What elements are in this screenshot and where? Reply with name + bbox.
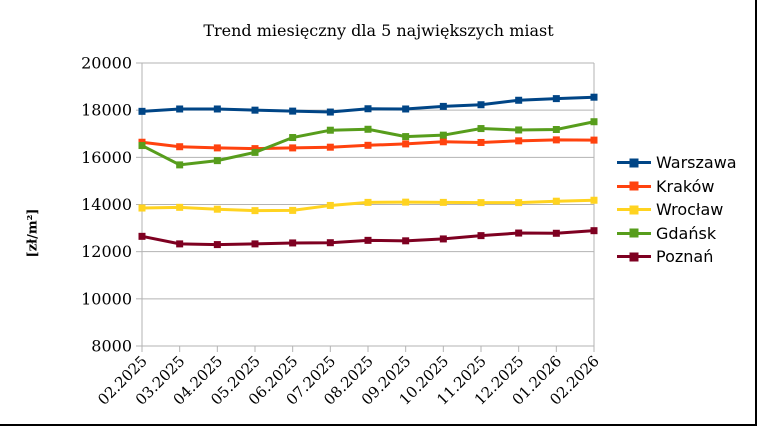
data-point-gdansk [138, 142, 146, 150]
data-point-warszawa [439, 102, 447, 110]
data-point-krakow [289, 144, 297, 152]
data-point-warszawa [176, 105, 184, 113]
legend-square-icon [629, 205, 639, 215]
data-point-warszawa [326, 108, 334, 116]
data-point-poznan [515, 229, 523, 237]
data-point-wroclaw [552, 197, 560, 205]
legend-item-warszawa: Warszawa [617, 151, 737, 175]
data-point-warszawa [138, 107, 146, 115]
legend-square-icon [629, 252, 639, 262]
data-point-krakow [477, 138, 485, 146]
legend-square-icon [629, 228, 639, 238]
data-point-poznan [251, 240, 259, 248]
data-point-poznan [138, 232, 146, 240]
y-tick-label: 18000 [81, 101, 132, 120]
data-point-warszawa [515, 96, 523, 104]
data-point-gdansk [251, 148, 259, 156]
data-point-gdansk [176, 161, 184, 169]
data-point-wroclaw [251, 207, 259, 215]
data-point-poznan [552, 229, 560, 237]
data-point-warszawa [213, 105, 221, 113]
legend-label: Kraków [656, 176, 715, 196]
legend-square-icon [629, 181, 639, 191]
data-point-gdansk [213, 157, 221, 165]
data-point-krakow [515, 137, 523, 145]
legend-marker-icon [617, 158, 651, 168]
data-point-wroclaw [439, 198, 447, 206]
data-point-wroclaw [590, 196, 598, 204]
data-point-wroclaw [213, 205, 221, 213]
legend-square-icon [629, 158, 639, 168]
legend-label: Warszawa [656, 153, 737, 173]
data-point-gdansk [364, 125, 372, 133]
data-point-poznan [326, 239, 334, 247]
data-point-warszawa [477, 101, 485, 109]
data-point-wroclaw [326, 201, 334, 209]
data-point-gdansk [515, 126, 523, 134]
legend-label: Wrocław [656, 200, 724, 220]
data-point-gdansk [439, 131, 447, 139]
chart-legend: Warszawa Kraków Wrocław Gdańsk Poznań [617, 151, 737, 269]
chart-title: Trend miesięczny dla 5 największych mias… [203, 21, 554, 40]
data-point-poznan [176, 240, 184, 248]
legend-marker-icon [617, 252, 651, 262]
data-point-wroclaw [402, 198, 410, 206]
data-point-krakow [364, 141, 372, 149]
data-point-gdansk [402, 133, 410, 141]
data-point-poznan [364, 236, 372, 244]
data-point-wroclaw [176, 203, 184, 211]
data-point-krakow [552, 136, 560, 144]
data-point-wroclaw [138, 204, 146, 212]
legend-label: Gdańsk [656, 223, 717, 243]
legend-item-wroclaw: Wrocław [617, 198, 737, 222]
y-tick-label: 16000 [81, 148, 132, 167]
data-point-wroclaw [477, 199, 485, 207]
y-tick-label: 12000 [81, 242, 132, 261]
data-point-krakow [326, 143, 334, 151]
y-tick-label: 8000 [91, 337, 132, 356]
data-point-warszawa [364, 105, 372, 113]
data-point-wroclaw [364, 198, 372, 206]
data-point-gdansk [289, 134, 297, 142]
data-point-warszawa [552, 95, 560, 103]
data-point-krakow [251, 145, 259, 153]
data-point-krakow [176, 143, 184, 151]
data-point-krakow [213, 144, 221, 152]
data-point-krakow [402, 140, 410, 148]
data-point-gdansk [590, 118, 598, 126]
data-point-gdansk [477, 125, 485, 133]
data-point-warszawa [590, 93, 598, 101]
data-point-warszawa [251, 106, 259, 114]
data-point-krakow [590, 136, 598, 144]
data-point-poznan [477, 232, 485, 240]
data-point-warszawa [289, 107, 297, 115]
data-point-poznan [439, 235, 447, 243]
legend-label: Poznań [656, 247, 714, 267]
data-point-gdansk [552, 126, 560, 134]
legend-marker-icon [617, 205, 651, 215]
data-point-gdansk [326, 126, 334, 134]
legend-item-poznan: Poznań [617, 245, 737, 269]
data-point-poznan [402, 237, 410, 245]
y-tick-label: 10000 [81, 289, 132, 308]
data-point-poznan [213, 241, 221, 249]
legend-item-gdansk: Gdańsk [617, 222, 737, 246]
legend-marker-icon [617, 181, 651, 191]
legend-item-krakow: Kraków [617, 175, 737, 199]
y-tick-label: 14000 [81, 195, 132, 214]
data-point-krakow [439, 138, 447, 146]
data-point-poznan [289, 239, 297, 247]
data-point-wroclaw [515, 199, 523, 207]
data-point-wroclaw [289, 206, 297, 214]
data-point-poznan [590, 227, 598, 235]
legend-marker-icon [617, 228, 651, 238]
data-point-warszawa [402, 105, 410, 113]
y-tick-label: 20000 [81, 54, 132, 73]
